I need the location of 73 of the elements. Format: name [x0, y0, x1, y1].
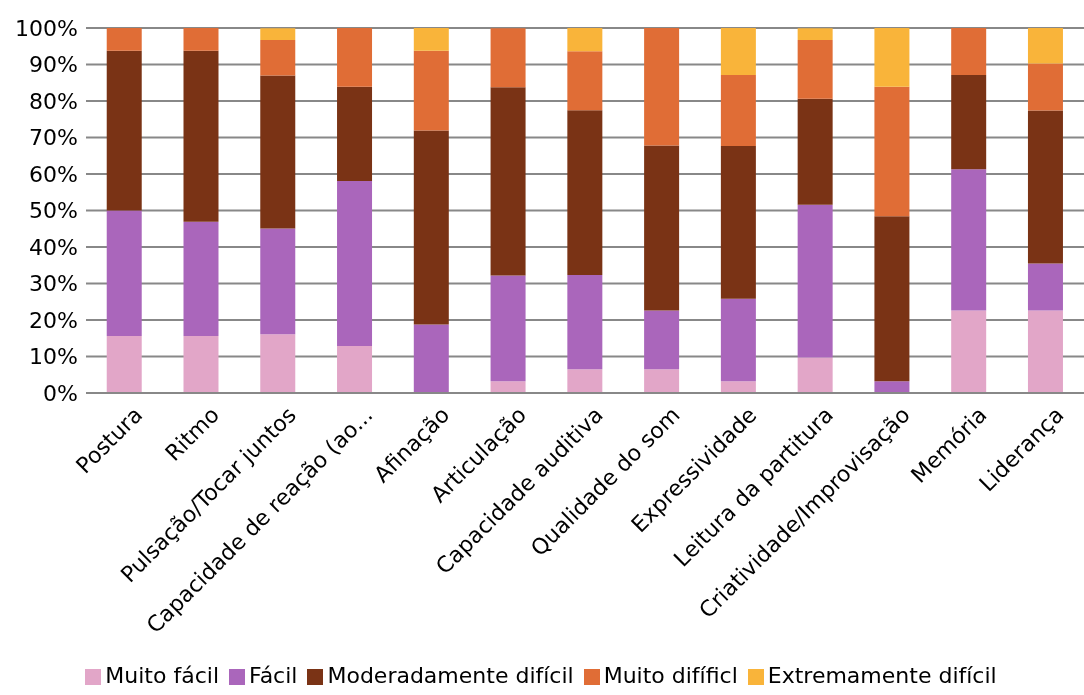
- legend-label: Moderadamente difícil: [327, 663, 574, 688]
- bar: [1027, 63, 1063, 111]
- bar: [874, 381, 910, 393]
- bar: [644, 145, 680, 311]
- bar: [413, 50, 449, 131]
- bar: [337, 86, 373, 181]
- bar: [337, 180, 373, 346]
- bar: [260, 228, 296, 335]
- legend-label: Muito difíficl: [603, 663, 738, 688]
- legend-label: Muito fácil: [105, 663, 219, 688]
- y-tick-label: 10%: [29, 344, 78, 370]
- bar: [797, 357, 833, 393]
- legend-label: Extremamente difícil: [767, 663, 997, 688]
- bar: [183, 336, 219, 393]
- bar: [644, 310, 680, 370]
- bar: [951, 310, 987, 393]
- y-tick-label: 90%: [29, 52, 78, 78]
- y-tick-label: 80%: [29, 88, 78, 114]
- bar: [567, 369, 603, 393]
- y-tick-label: 20%: [29, 307, 78, 333]
- bar: [874, 86, 910, 217]
- bar: [490, 28, 526, 88]
- bar: [413, 130, 449, 325]
- bar: [1027, 110, 1063, 264]
- bar: [874, 216, 910, 382]
- legend-label: Fácil: [249, 663, 298, 688]
- bar: [567, 51, 603, 111]
- bar: [1027, 310, 1063, 393]
- y-tick-label: 60%: [29, 161, 78, 187]
- bar: [720, 75, 756, 146]
- y-tick-label: 50%: [29, 198, 78, 224]
- bar: [490, 275, 526, 382]
- bar: [490, 381, 526, 393]
- bar: [1027, 263, 1063, 311]
- y-tick-label: 0%: [43, 380, 78, 406]
- bar: [183, 50, 219, 222]
- bar: [874, 28, 910, 87]
- bar: [106, 28, 142, 51]
- bar: [797, 98, 833, 205]
- bar: [644, 369, 680, 393]
- bar: [106, 50, 142, 211]
- bar: [797, 204, 833, 358]
- bar: [337, 28, 373, 87]
- bar: [260, 28, 296, 41]
- bar: [490, 87, 526, 276]
- bar: [720, 145, 756, 299]
- bar: [567, 275, 603, 370]
- bar: [260, 40, 296, 76]
- bar: [797, 40, 833, 99]
- bar: [260, 75, 296, 229]
- bar: [337, 345, 373, 393]
- bar: [413, 324, 449, 393]
- y-tick-label: 30%: [29, 271, 78, 297]
- bar: [644, 28, 680, 146]
- bar: [720, 28, 756, 76]
- bar: [183, 28, 219, 51]
- bar: [567, 110, 603, 276]
- bar: [260, 334, 296, 393]
- bar: [106, 336, 142, 393]
- bar: [567, 28, 603, 52]
- bar: [183, 221, 219, 337]
- bar: [720, 298, 756, 382]
- bar: [951, 169, 987, 311]
- bar: [797, 28, 833, 41]
- y-tick-label: 100%: [15, 15, 78, 41]
- bar: [106, 210, 142, 337]
- bar: [413, 28, 449, 51]
- bar: [951, 75, 987, 170]
- bar: [720, 381, 756, 393]
- y-tick-label: 70%: [29, 125, 78, 151]
- y-tick-label: 40%: [29, 234, 78, 260]
- bar: [1027, 28, 1063, 64]
- bar: [951, 28, 987, 76]
